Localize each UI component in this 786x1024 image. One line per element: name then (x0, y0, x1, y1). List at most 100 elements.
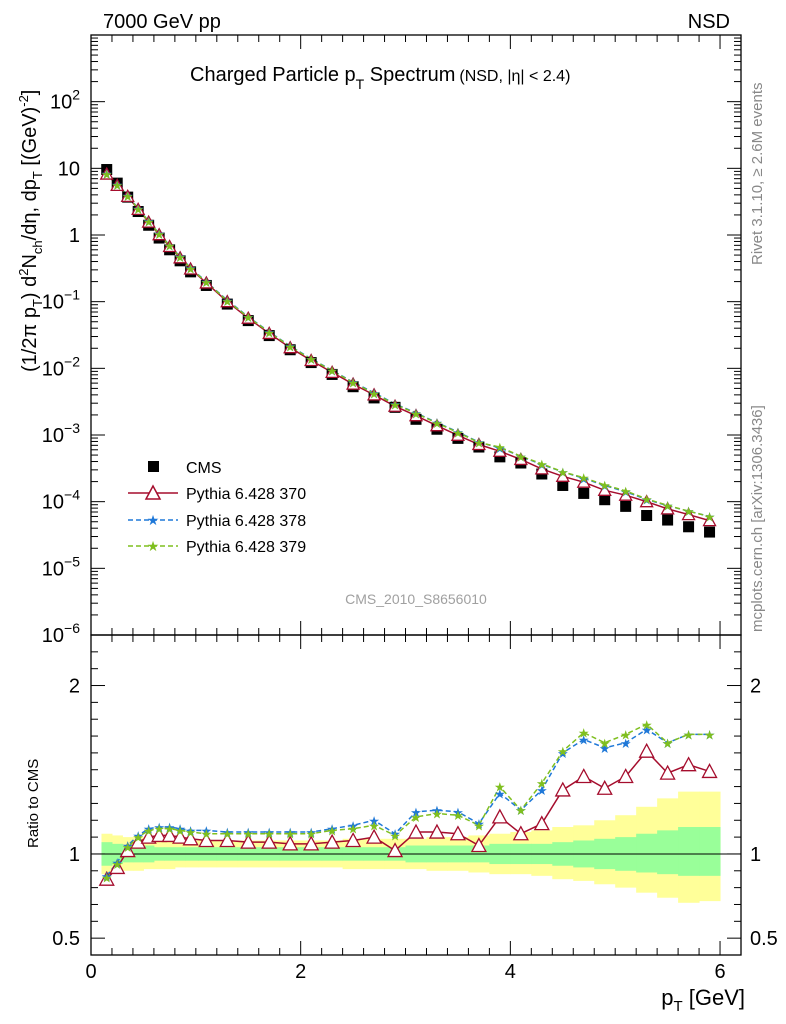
rivet-credit: Rivet 3.1.10, ≥ 2.6M events (749, 83, 766, 266)
data-point-p379: ★ (368, 386, 380, 401)
ratio-series: ★★★★★★★★★ ★ ★ ★ ★ ★ ★ ★ ★ ★★★ ★ ★★★★★★★★ ★★★★ ★★★★★★★… (98, 717, 718, 886)
ratio-point-p378: ★ (122, 839, 134, 854)
ratio-point-p379: ★ (536, 776, 548, 791)
x-tick-label: 2 (295, 961, 306, 983)
data-point-p370 (220, 294, 235, 308)
ratio-point-p370 (386, 842, 404, 858)
x-tick-label: 4 (505, 961, 516, 983)
data-point-p378: ★ (132, 201, 144, 216)
data-point-p370 (534, 461, 549, 475)
ratio-point-p370 (512, 825, 529, 841)
data-point-p378: ★ (704, 509, 716, 524)
ratio-y-axis-label: Ratio to CMS (25, 759, 42, 848)
data-point-p378: ★ (599, 478, 611, 493)
data-point-p370 (660, 501, 675, 515)
main-y-tick-label: 10−2 (42, 353, 80, 380)
ratio-point-p378: ★ (368, 813, 380, 828)
ratio-point-p378: ★ (305, 825, 317, 840)
data-point-p370 (555, 468, 570, 482)
ratio-point-p379: ★ (641, 717, 653, 732)
ratio-point-p370 (596, 779, 613, 795)
ratio-y-tick-label-right: 2 (750, 676, 761, 698)
ratio-point-p370 (109, 859, 126, 875)
main-y-tick-label: 102 (50, 87, 80, 114)
ratio-point-p370 (345, 832, 362, 848)
data-point-p370 (387, 398, 403, 412)
data-point-cms (683, 521, 695, 533)
data-point-p379: ★ (515, 449, 527, 464)
ratio-point-p379: ★ (242, 827, 254, 842)
ratio-point-p370 (428, 823, 446, 839)
main-y-tick-label: 10 (58, 158, 80, 180)
data-point-p378: ★ (368, 386, 380, 401)
ratio-point-p370 (98, 870, 115, 886)
ratio-point-p378: ★ (578, 732, 590, 747)
main-y-tick-label: 1 (69, 225, 80, 247)
ratio-point-p378: ★ (200, 823, 212, 838)
ratio-point-p370 (365, 828, 383, 844)
data-point-p370 (429, 418, 445, 432)
data-point-p378: ★ (641, 492, 653, 507)
data-point-p378: ★ (557, 465, 569, 480)
ratio-point-p378: ★ (101, 869, 113, 884)
data-point-p370 (492, 443, 507, 457)
data-point-p379: ★ (153, 227, 165, 242)
ratio-point-p370 (324, 833, 341, 849)
ratio-point-p378: ★ (284, 825, 296, 840)
data-point-p378: ★ (153, 227, 165, 242)
legend-label-p378: Pythia 6.428 378 (186, 513, 306, 530)
data-point-p370 (325, 365, 340, 379)
mcplots-credit: mcplots.cern.ch [arXiv:1306.3436] (749, 405, 766, 632)
ratio-point-p370 (303, 835, 320, 851)
ratio-point-p370 (198, 832, 215, 848)
series-line-p379 (106, 173, 710, 518)
data-point-p379: ★ (200, 275, 212, 290)
ratio-point-p378: ★ (410, 805, 422, 820)
ratio-line-p379 (106, 723, 710, 878)
ratio-point-p370 (261, 833, 278, 849)
legend-marker-p378: ★ (147, 512, 160, 528)
ratio-point-p379: ★ (347, 822, 359, 837)
data-point-p379: ★ (431, 416, 443, 431)
ratio-point-p379: ★ (599, 736, 611, 751)
ratio-point-p379: ★ (620, 727, 632, 742)
ratio-point-p379: ★ (368, 818, 380, 833)
data-point-p370 (173, 250, 188, 264)
data-point-p379: ★ (326, 364, 338, 379)
data-point-p370 (681, 507, 696, 521)
ratio-point-p370 (140, 828, 157, 844)
ratio-point-p378: ★ (641, 722, 653, 737)
ratio-point-p379: ★ (494, 780, 506, 795)
data-point-p370 (241, 310, 256, 324)
data-point-p379: ★ (221, 294, 233, 309)
data-point-p379: ★ (305, 352, 317, 367)
ratio-point-p378: ★ (185, 823, 197, 838)
ratio-point-p379: ★ (200, 827, 212, 842)
data-point-p370 (262, 326, 277, 340)
analysis-watermark: CMS_2010_S8656010 (345, 591, 487, 607)
main-panel: 102 10 1 10−1 10−2 10−3 10−4 10−5 10−6 Charged P… (16, 34, 742, 647)
ratio-point-p378: ★ (263, 825, 275, 840)
ratio-point-p379: ★ (473, 818, 485, 833)
data-point-p379: ★ (284, 339, 296, 354)
x-tick-labels: 0 2 4 6 (85, 961, 725, 983)
legend-marker-cms (148, 461, 159, 472)
x-axis-label: pT [GeV] (661, 985, 745, 1015)
ratio-point-p379: ★ (683, 727, 695, 742)
data-point-p370 (702, 513, 717, 527)
data-point-cms (599, 494, 611, 506)
ratio-point-p378: ★ (164, 820, 176, 835)
ratio-point-p378: ★ (347, 818, 359, 833)
legend-label-p370: Pythia 6.428 370 (186, 486, 306, 503)
data-point-p378: ★ (122, 189, 134, 204)
ratio-point-p379: ★ (263, 827, 275, 842)
ratio-point-p370 (151, 827, 168, 843)
ratio-point-p370 (659, 764, 676, 780)
ratio-point-p379: ★ (410, 810, 422, 825)
main-x-ticks (90, 35, 742, 635)
data-point-p370 (199, 275, 214, 289)
ratio-point-p379: ★ (326, 823, 338, 838)
ratio-y-tick-label: 1 (69, 844, 80, 866)
ratio-point-p378: ★ (515, 803, 527, 818)
ratio-panel: ★★★★★★★★★ ★ ★ ★ ★ ★ ★ ★ ★ ★★★ ★ ★★★★★★★★ ★★★★ ★★★★★★★… (25, 634, 778, 1015)
